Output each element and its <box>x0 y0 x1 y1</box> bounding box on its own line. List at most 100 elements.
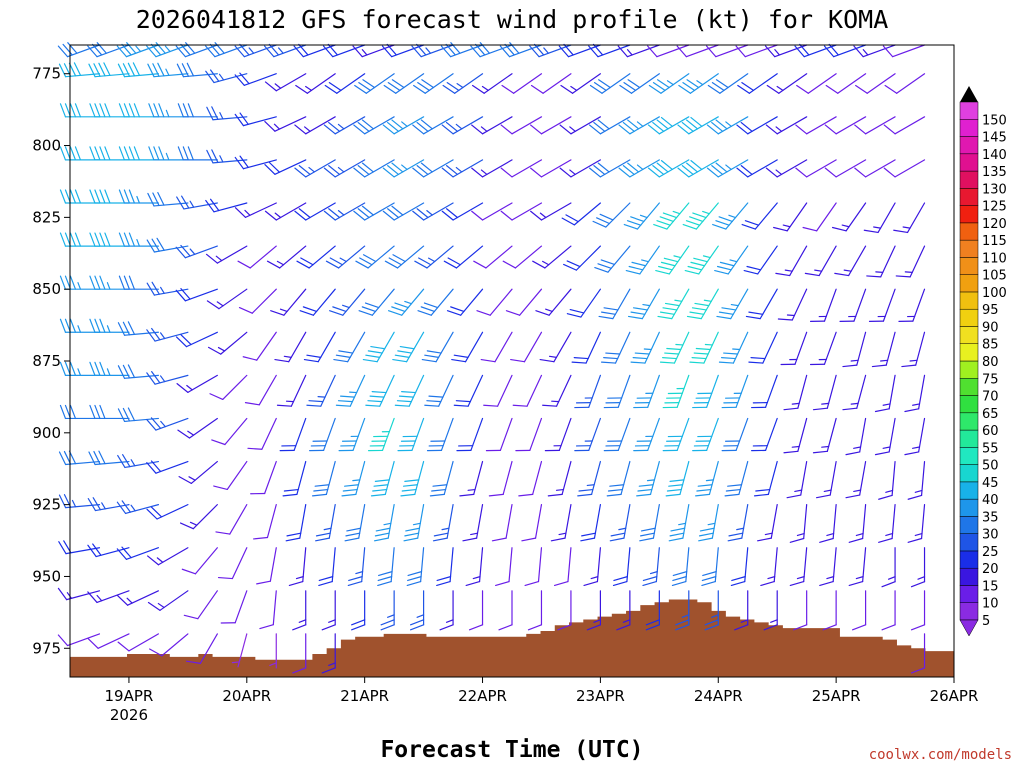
barb-full <box>831 226 847 232</box>
barb-full <box>597 119 610 130</box>
colorbar-swatch <box>959 412 979 431</box>
barb-full <box>593 81 607 91</box>
barb-staff <box>336 73 366 94</box>
barb-full <box>775 272 791 277</box>
barb-full <box>465 580 481 587</box>
wind-barb <box>521 504 543 542</box>
barb-staff <box>599 116 631 135</box>
barb-full <box>146 372 156 385</box>
barb-full <box>848 580 864 587</box>
wind-barb <box>907 504 926 543</box>
barb-full <box>359 257 373 266</box>
colorbar-swatch <box>959 326 979 344</box>
wind-barb <box>853 44 896 58</box>
barb-staff <box>478 547 484 583</box>
barb-full <box>288 580 304 587</box>
wind-barb <box>839 288 867 322</box>
barb-full <box>209 69 220 82</box>
barb-full <box>383 84 397 94</box>
barb-full <box>338 350 354 354</box>
barb-full <box>69 318 77 333</box>
barb-full <box>627 315 643 320</box>
barb-full <box>431 488 447 492</box>
barb-full <box>378 571 393 577</box>
barb-full <box>420 119 433 130</box>
barb-full <box>721 307 737 311</box>
barb-staff <box>274 116 307 132</box>
barb-full <box>361 306 377 312</box>
wind-barb <box>442 73 484 94</box>
wind-barb <box>325 245 366 269</box>
barb-full <box>118 146 126 161</box>
barb-full <box>179 522 194 530</box>
barb-full <box>99 275 106 290</box>
barb-full <box>401 488 417 492</box>
barb-half <box>472 576 481 580</box>
wind-barb <box>730 547 749 587</box>
wind-barb <box>471 116 513 135</box>
barb-full <box>907 494 923 500</box>
wind-barb <box>400 460 425 497</box>
wind-barb <box>854 159 896 178</box>
colorbar-swatch <box>959 205 979 224</box>
colorbar-label: 95 <box>982 303 999 318</box>
barb-full <box>94 318 101 333</box>
wind-barb <box>737 73 778 94</box>
wind-barb <box>483 374 513 407</box>
barb-full <box>69 275 77 290</box>
barb-full <box>656 119 669 130</box>
barb-staff <box>423 116 454 135</box>
wind-barb <box>244 374 277 406</box>
barb-half <box>909 359 918 362</box>
barb-full <box>361 119 374 130</box>
barb-full <box>424 404 440 407</box>
barb-half <box>764 532 773 536</box>
barb-full <box>441 167 454 178</box>
barb-full <box>93 450 101 465</box>
barb-full <box>89 232 96 247</box>
colorbar-swatch <box>959 308 979 327</box>
barb-staff <box>401 288 425 316</box>
barb-full <box>104 146 111 161</box>
colorbar-label: 140 <box>982 148 1007 163</box>
barb-half <box>885 532 894 537</box>
barb-full <box>750 356 766 360</box>
barb-staff <box>156 504 189 520</box>
barb-half <box>642 303 651 307</box>
barb-full <box>181 568 197 575</box>
terrain-fill <box>70 599 954 677</box>
barb-full <box>447 257 461 266</box>
barb-full <box>344 537 360 542</box>
barb-staff <box>308 245 336 269</box>
wind-barb <box>675 590 690 631</box>
wind-barb <box>473 245 513 269</box>
barb-full <box>89 103 96 118</box>
wind-barb <box>118 103 159 118</box>
barb-staff <box>715 44 749 58</box>
wind-barb <box>116 500 159 515</box>
wind-barb <box>704 590 719 631</box>
wind-barb <box>878 504 896 543</box>
barb-full <box>58 451 67 466</box>
barb-staff <box>853 288 867 322</box>
barb-full <box>121 500 131 513</box>
wind-barb <box>795 116 837 135</box>
barb-staff <box>182 73 218 78</box>
wind-barb <box>294 202 336 221</box>
barb-full <box>322 45 334 58</box>
barb-staff <box>909 245 926 278</box>
barb-half <box>481 85 489 91</box>
wind-barb <box>783 417 808 454</box>
barb-half <box>480 126 488 132</box>
barb-full <box>789 537 805 543</box>
wind-barb <box>217 547 248 580</box>
barb-staff <box>689 73 719 94</box>
barb-full <box>217 576 234 580</box>
barb-full <box>353 210 366 221</box>
barb-full <box>180 287 191 300</box>
barb-full <box>439 624 454 631</box>
wind-barb <box>515 417 543 452</box>
wind-barb <box>636 460 660 497</box>
barb-half <box>814 269 823 272</box>
barb-staff <box>837 73 867 94</box>
